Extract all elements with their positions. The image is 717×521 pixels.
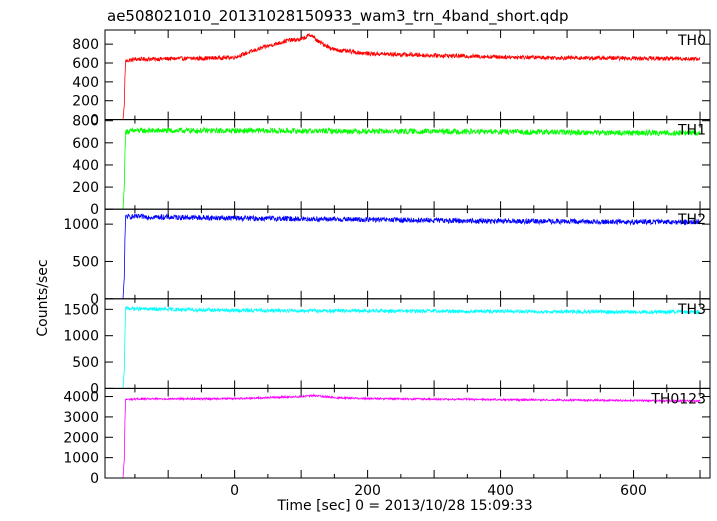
y-tick-label: 0	[90, 202, 99, 218]
panel-th3: 0 500 1000 1500 TH3	[63, 298, 711, 397]
y-axis-label: Counts/sec	[35, 259, 51, 336]
series-line-th1	[122, 126, 701, 210]
x-tick-label: 0	[230, 483, 239, 499]
panel-th1: 0 200 400 600 800 TH1	[72, 114, 711, 218]
y-tick-label: 0	[90, 113, 99, 129]
y-tick-label: 1000	[63, 451, 99, 467]
panel-label: TH0	[677, 33, 706, 49]
y-tick-label: 600	[72, 136, 99, 152]
y-tick-label: 200	[72, 180, 99, 196]
x-axis-label: Time [sec] 0 = 2013/10/28 15:09:33	[276, 498, 532, 514]
panel-label: TH1	[677, 123, 706, 139]
y-tick-label: 0	[90, 471, 99, 487]
x-tick-label: 200	[354, 483, 381, 499]
y-tick-label: 3000	[63, 410, 99, 426]
series-line-th0	[122, 32, 701, 120]
y-tick-label: 400	[72, 158, 99, 174]
panel-label: TH0123	[650, 391, 706, 407]
y-tick-label: 2000	[63, 430, 99, 446]
y-tick-label: 600	[72, 56, 99, 72]
series-line-th3	[122, 305, 701, 389]
panel-frame	[104, 29, 711, 121]
chart-title: ae508021010_20131028150933_wam3_trn_4ban…	[107, 7, 569, 26]
y-tick-label: 500	[72, 355, 99, 371]
panel-frame	[104, 387, 711, 479]
chart-panels: 0 200 400 600 800 TH0 0 200 400 600 800 TH1 0 500 1000…	[63, 29, 711, 499]
panel-th0123: 0 1000 2000 3000 4000 TH0123	[63, 387, 711, 487]
series-line-th2	[122, 213, 701, 299]
y-tick-label: 1500	[63, 302, 99, 318]
series-line-th0123	[122, 393, 701, 479]
y-tick-label: 4000	[63, 390, 99, 406]
y-tick-label: 800	[72, 114, 99, 130]
y-tick-label: 200	[72, 94, 99, 110]
panel-label: TH2	[677, 212, 706, 228]
panel-label: TH3	[677, 302, 706, 318]
y-tick-label: 500	[72, 254, 99, 270]
x-tick-label: 600	[620, 483, 647, 499]
x-tick-label: 400	[487, 483, 514, 499]
y-tick-label: 0	[90, 292, 99, 308]
panel-th2: 0 500 1000 TH2	[63, 208, 711, 308]
y-tick-label: 400	[72, 75, 99, 91]
y-tick-label: 0	[90, 381, 99, 397]
panel-th0: 0 200 400 600 800 TH0	[72, 29, 711, 129]
y-tick-label: 800	[72, 37, 99, 53]
y-tick-label: 1000	[63, 217, 99, 233]
y-tick-label: 1000	[63, 329, 99, 345]
